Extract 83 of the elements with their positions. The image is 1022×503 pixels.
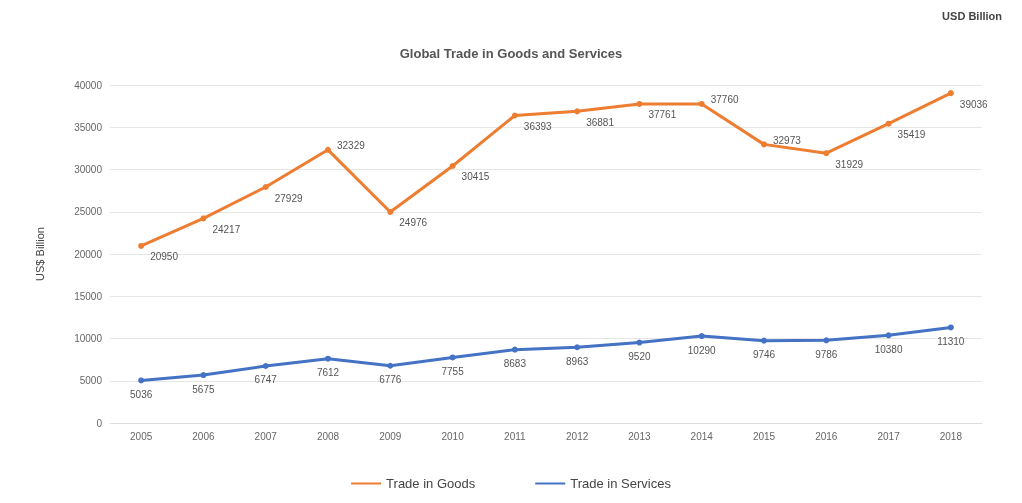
data-label: 36881 bbox=[586, 116, 615, 128]
x-tick-label: 2012 bbox=[566, 430, 589, 442]
point bbox=[823, 150, 830, 157]
point bbox=[947, 324, 954, 331]
point bbox=[387, 362, 394, 369]
x-tick-label: 2006 bbox=[192, 430, 215, 442]
point bbox=[325, 146, 331, 153]
point bbox=[449, 162, 456, 169]
x-tick-label: 2014 bbox=[690, 430, 714, 442]
y-tick-label: 40000 bbox=[74, 79, 103, 91]
y-tick-label: 35000 bbox=[74, 121, 103, 133]
point bbox=[200, 372, 207, 379]
data-label: 31929 bbox=[835, 158, 864, 170]
data-label: 7612 bbox=[316, 367, 340, 379]
legend-label: Trade in Services bbox=[570, 476, 672, 491]
point bbox=[262, 184, 269, 190]
point bbox=[449, 354, 456, 361]
point bbox=[200, 215, 207, 222]
y-tick-label: 25000 bbox=[74, 206, 103, 218]
point bbox=[262, 362, 269, 369]
data-label: 37761 bbox=[648, 109, 677, 121]
x-tick-label: 2005 bbox=[130, 430, 153, 442]
x-tick-label: 2017 bbox=[877, 430, 901, 442]
data-label: 20950 bbox=[150, 251, 179, 263]
data-label: 10380 bbox=[874, 343, 903, 355]
data-label: 7755 bbox=[441, 365, 465, 377]
y-tick-label: 0 bbox=[96, 417, 103, 429]
point bbox=[574, 344, 581, 351]
data-label: 24976 bbox=[399, 217, 428, 229]
x-tick-label: 2015 bbox=[752, 430, 776, 442]
point bbox=[138, 377, 145, 384]
y-tick-label: 5000 bbox=[79, 375, 103, 387]
point bbox=[947, 90, 954, 97]
point bbox=[698, 333, 705, 340]
data-label: 5036 bbox=[130, 388, 153, 400]
data-label: 9786 bbox=[815, 348, 838, 360]
x-tick-label: 2008 bbox=[316, 430, 340, 442]
data-label: 5675 bbox=[192, 383, 215, 395]
point bbox=[387, 208, 394, 215]
data-label: 37760 bbox=[710, 94, 739, 106]
y-tick-label: 15000 bbox=[74, 290, 103, 302]
x-tick-label: 2016 bbox=[815, 430, 838, 442]
data-label: 39036 bbox=[959, 98, 989, 110]
x-tick-label: 2009 bbox=[379, 430, 402, 442]
point bbox=[511, 346, 518, 353]
data-label: 27929 bbox=[274, 192, 303, 204]
y-tick-label: 20000 bbox=[74, 248, 103, 260]
point bbox=[698, 100, 705, 107]
point bbox=[823, 337, 830, 344]
data-label: 11310 bbox=[937, 335, 965, 347]
x-tick-label: 2011 bbox=[504, 430, 527, 442]
point bbox=[761, 141, 767, 148]
point bbox=[761, 337, 767, 344]
point bbox=[138, 242, 145, 249]
chart-title: Global Trade in Goods and Services bbox=[399, 46, 623, 61]
data-label: 9746 bbox=[752, 349, 776, 361]
x-tick-label: 2007 bbox=[254, 430, 278, 442]
data-label: 30415 bbox=[461, 171, 490, 183]
data-label: 36393 bbox=[523, 120, 553, 132]
data-label: 32329 bbox=[337, 140, 366, 152]
text: USD Billion bbox=[942, 9, 1003, 22]
data-label: 8963 bbox=[566, 355, 589, 367]
legend-label: Trade in Goods bbox=[386, 476, 476, 491]
data-label: 35419 bbox=[897, 129, 926, 141]
data-label: 32973 bbox=[773, 134, 802, 146]
data-label: 9520 bbox=[628, 351, 651, 363]
y-tick-label: 10000 bbox=[74, 333, 103, 344]
data-label: 6776 bbox=[379, 374, 402, 386]
point bbox=[574, 108, 581, 115]
point bbox=[511, 112, 518, 119]
y-tick-label: 30000 bbox=[74, 164, 103, 175]
x-tick-label: 2018 bbox=[939, 430, 963, 442]
point bbox=[325, 355, 331, 362]
data-label: 6747 bbox=[254, 374, 278, 386]
x-tick-label: 2010 bbox=[441, 430, 465, 442]
y-axis-title: US$ Billion bbox=[33, 227, 46, 281]
point bbox=[636, 100, 643, 107]
point bbox=[636, 339, 643, 346]
x-tick-label: 2013 bbox=[628, 430, 651, 442]
data-label: 10290 bbox=[687, 344, 717, 356]
data-label: 24217 bbox=[212, 223, 241, 235]
data-label: 8683 bbox=[503, 358, 527, 370]
point bbox=[885, 332, 892, 339]
